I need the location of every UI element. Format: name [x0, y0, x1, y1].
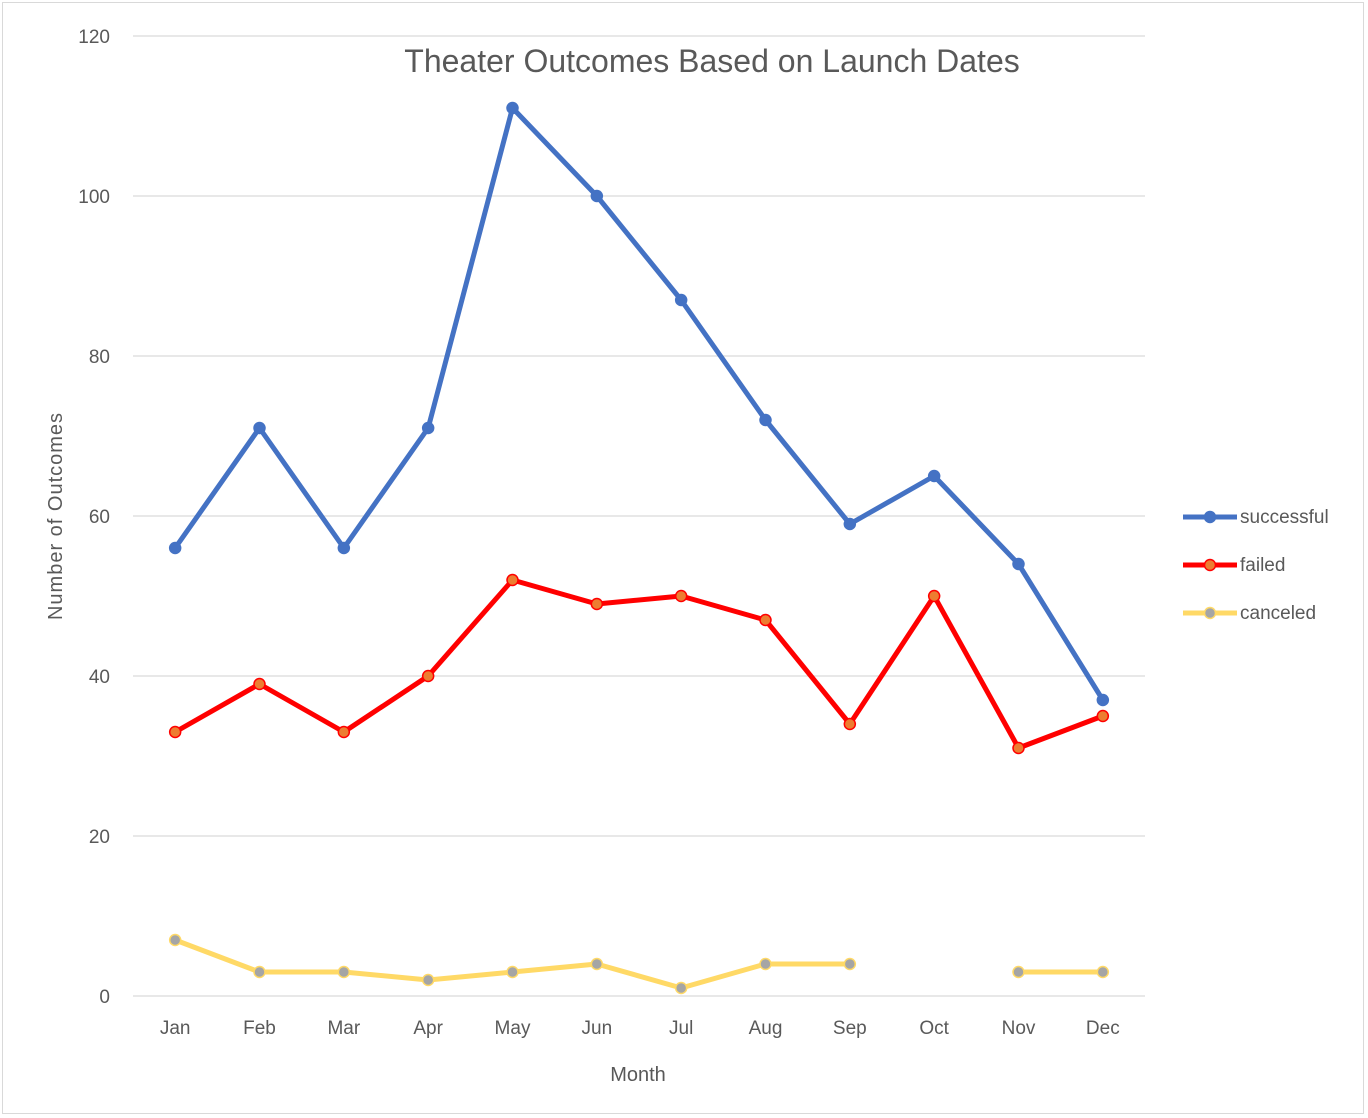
legend-marker — [1203, 510, 1217, 524]
y-tick-label: 0 — [99, 987, 110, 1008]
data-point-canceled — [168, 933, 182, 947]
x-tick-label: Feb — [243, 1018, 276, 1039]
x-tick-label: May — [495, 1018, 531, 1039]
legend: successful failed canceled — [1183, 507, 1329, 624]
data-point-successful — [843, 517, 857, 531]
legend-marker — [1203, 606, 1217, 620]
y-axis-ticks: 0 20 40 60 80 100 120 — [78, 27, 110, 1008]
data-point-failed — [674, 589, 688, 603]
y-tick-label: 100 — [78, 187, 110, 208]
data-point-failed — [1096, 709, 1110, 723]
x-axis-ticks: Jan Feb Mar Apr May Jun Jul Aug Sep Oct Nov Dec — [160, 1018, 1120, 1039]
legend-label: failed — [1240, 555, 1285, 576]
x-tick-label: Jan — [160, 1018, 191, 1039]
x-tick-label: Aug — [749, 1018, 783, 1039]
y-tick-label: 60 — [89, 507, 110, 528]
data-point-successful — [1012, 557, 1025, 571]
series-line-successful — [172, 105, 1106, 703]
data-point-canceled — [337, 965, 351, 979]
data-point-canceled — [674, 981, 688, 995]
data-point-canceled — [506, 965, 519, 979]
data-point-successful — [253, 421, 266, 435]
series-successful — [168, 101, 1110, 707]
y-tick-label: 80 — [89, 347, 110, 368]
legend-label: successful — [1240, 507, 1329, 528]
data-point-successful — [421, 421, 435, 435]
gridlines — [133, 35, 1145, 997]
data-point-failed — [759, 613, 772, 627]
data-point-canceled — [253, 965, 266, 979]
chart-title: Theater Outcomes Based on Launch Dates — [404, 43, 1019, 79]
x-tick-label: Oct — [919, 1018, 949, 1039]
data-point-canceled — [759, 957, 772, 971]
legend-item-failed: failed — [1183, 555, 1285, 576]
data-point-successful — [506, 101, 519, 115]
data-point-failed — [590, 597, 604, 611]
data-point-failed — [843, 717, 857, 731]
x-tick-label: Nov — [1002, 1018, 1036, 1039]
series-lines — [168, 101, 1110, 995]
x-axis-title: Month — [610, 1064, 666, 1086]
series-line-failed — [172, 577, 1106, 751]
x-tick-label: Sep — [833, 1018, 867, 1039]
y-tick-label: 40 — [89, 667, 110, 688]
series-failed — [168, 573, 1110, 755]
y-axis-title: Number of Outcomes — [45, 412, 67, 620]
data-point-failed — [1012, 741, 1025, 755]
data-point-successful — [674, 293, 688, 307]
data-point-failed — [168, 725, 182, 739]
data-point-failed — [421, 669, 435, 683]
data-point-canceled — [590, 957, 604, 971]
data-point-successful — [168, 541, 182, 555]
data-point-successful — [337, 541, 351, 555]
data-point-canceled — [1096, 965, 1110, 979]
legend-item-canceled: canceled — [1183, 603, 1316, 624]
data-point-failed — [253, 677, 266, 691]
legend-label: canceled — [1240, 603, 1316, 624]
data-point-failed — [927, 589, 941, 603]
x-tick-label: Jun — [582, 1018, 613, 1039]
data-point-successful — [927, 469, 941, 483]
data-point-failed — [337, 725, 351, 739]
x-tick-label: Apr — [413, 1018, 443, 1039]
legend-item-successful: successful — [1183, 507, 1329, 528]
y-tick-label: 120 — [78, 27, 110, 48]
data-point-failed — [506, 573, 519, 587]
series-line-canceled — [172, 937, 853, 991]
series-canceled — [168, 933, 1110, 995]
data-point-successful — [1096, 693, 1110, 707]
y-tick-label: 20 — [89, 827, 110, 848]
legend-marker — [1203, 558, 1217, 572]
x-tick-label: Jul — [669, 1018, 693, 1039]
data-point-canceled — [843, 957, 857, 971]
x-tick-label: Mar — [327, 1018, 360, 1039]
data-point-canceled — [421, 973, 435, 987]
data-point-successful — [759, 413, 772, 427]
data-point-canceled — [1012, 965, 1025, 979]
x-tick-label: Dec — [1086, 1018, 1120, 1039]
data-point-successful — [590, 189, 604, 203]
